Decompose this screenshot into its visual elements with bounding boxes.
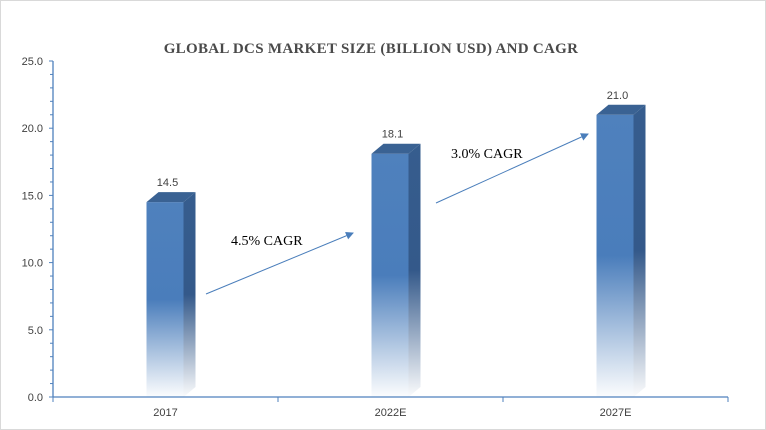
y-tick-label: 20.0 <box>22 123 43 135</box>
bar-2017: 14.5 <box>146 177 196 397</box>
y-tick-label: 10.0 <box>22 258 43 270</box>
data-label: 21.0 <box>607 90 628 102</box>
cagr-label: 4.5% CAGR <box>231 234 303 249</box>
y-tick-label: 25.0 <box>22 56 43 68</box>
cagr-arrow <box>205 231 354 295</box>
x-tick-label: 2027E <box>600 407 632 419</box>
data-label: 18.1 <box>382 129 403 141</box>
cagr-arrow <box>435 133 589 204</box>
x-tick-label: 2022E <box>375 407 407 419</box>
bar-side <box>633 104 646 397</box>
cagr-label: 3.0% CAGR <box>451 147 523 162</box>
bar-top <box>146 192 196 203</box>
bar-2022E: 18.1 <box>371 129 421 397</box>
bar-front <box>146 202 184 397</box>
bar-top <box>596 104 646 115</box>
bar-side <box>183 192 196 397</box>
bar-side <box>408 143 421 397</box>
bar-front <box>596 114 634 397</box>
bar-2027E: 21.0 <box>596 90 646 397</box>
y-tick-label: 15.0 <box>22 190 43 202</box>
x-tick-label: 2017 <box>153 407 177 419</box>
bar-top <box>371 143 421 154</box>
y-tick-label: 0.0 <box>28 392 43 404</box>
y-tick-label: 5.0 <box>28 325 43 337</box>
bar-front <box>371 153 409 397</box>
chart-title: GLOBAL DCS MARKET SIZE (BILLION USD) AND… <box>164 41 579 57</box>
data-label: 14.5 <box>157 177 178 189</box>
